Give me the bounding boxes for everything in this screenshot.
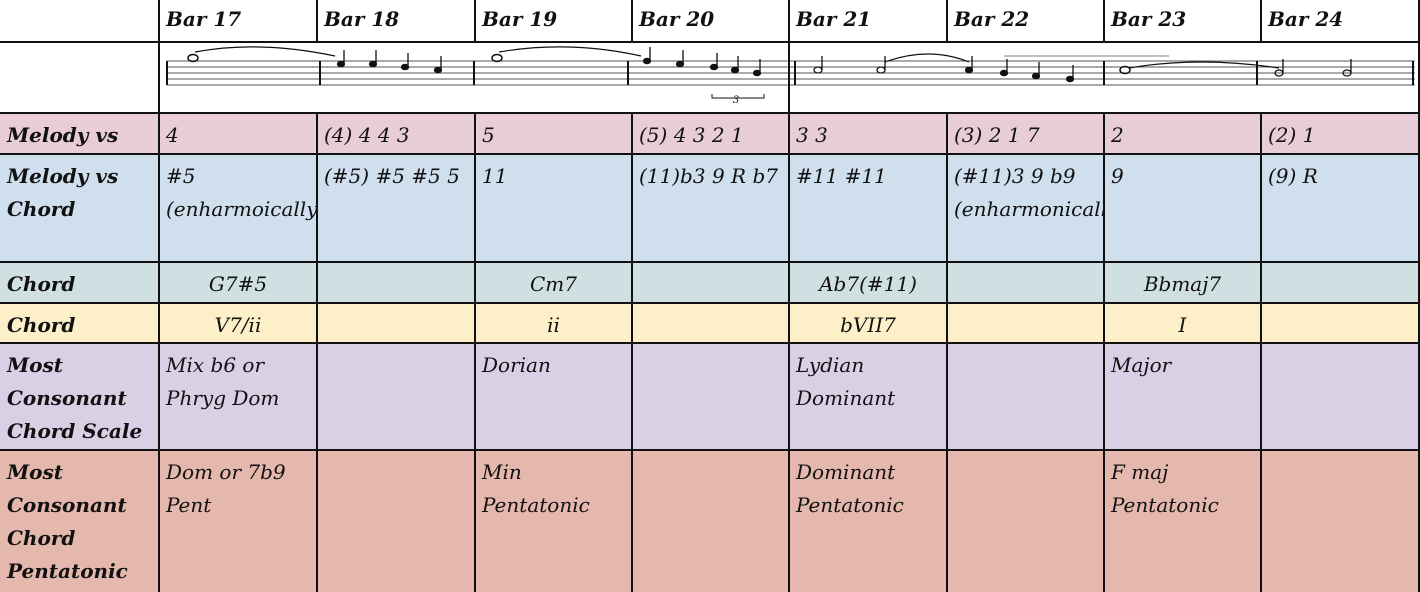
chord-function-cell: V7/ii (159, 303, 317, 343)
grid-line (631, 113, 633, 592)
row-label-chord: Chord (0, 262, 159, 303)
grid-line (946, 113, 948, 592)
chord-cell: G7#5 (159, 262, 317, 303)
melody-vs-chord-cell: 11 (475, 154, 632, 262)
triplet-mark: 3 (733, 95, 739, 106)
chord-cell: Ab7(#11) (789, 262, 947, 303)
bar-18-header: Bar 18 (324, 7, 400, 31)
melody-vs-key-cell: 3 3 (789, 113, 947, 154)
chord-function-cell: ii (475, 303, 632, 343)
melody-vs-key-cell: (2) 1 (1261, 113, 1420, 154)
melody-vs-chord-cell: (#5) #5 #5 5 (317, 154, 475, 262)
chord-pentatonic-cell (1261, 450, 1420, 592)
chord-cell (317, 262, 475, 303)
chord-scale-cell: Major (1104, 343, 1261, 450)
chord-cell: Cm7 (475, 262, 632, 303)
grid-line (0, 342, 1420, 344)
chord-function-cell: bVII7 (789, 303, 947, 343)
grid-line (0, 449, 1420, 451)
row-label-chord-pentatonic: Most Consonant Chord Pentatonic (0, 450, 159, 592)
bar-24-header: Bar 24 (1268, 7, 1344, 31)
chord-pentatonic-cell: Dom or 7b9 Pent (159, 450, 317, 592)
row-label-chord-function: Chord Function (0, 303, 159, 343)
grid-line (1260, 0, 1262, 42)
grid-line (0, 302, 1420, 304)
grid-line (631, 0, 633, 42)
chord-cell: Bbmaj7 (1104, 262, 1261, 303)
grid-line (316, 113, 318, 592)
chord-scale-cell (947, 343, 1104, 450)
melody-vs-key-cell: 4 (159, 113, 317, 154)
grid-line (1418, 0, 1420, 592)
grid-line (0, 153, 1420, 155)
melody-vs-chord-cell: 9 (1104, 154, 1261, 262)
melody-vs-chord-cell: #11 #11 (789, 154, 947, 262)
melody-vs-key-cell: (4) 4 4 3 (317, 113, 475, 154)
chord-cell (632, 262, 789, 303)
chord-pentatonic-cell: Min Pentatonic (475, 450, 632, 592)
row-label-chord-scale: Most Consonant Chord Scale (0, 343, 159, 450)
melody-vs-chord-cell: #5 (enharmoically) (159, 154, 317, 262)
chord-pentatonic-cell (317, 450, 475, 592)
chord-scale-cell: Dorian (475, 343, 632, 450)
chord-pentatonic-cell (632, 450, 789, 592)
grid-line (474, 113, 476, 592)
bar-17-header: Bar 17 (166, 7, 242, 31)
grid-line (0, 112, 1420, 114)
melody-vs-chord-cell: (11)b3 9 R b7 (632, 154, 789, 262)
chord-function-cell (947, 303, 1104, 343)
grid-line (0, 41, 1420, 43)
grid-line (788, 0, 790, 592)
grid-line (946, 0, 948, 42)
chord-scale-cell: Lydian Dominant (789, 343, 947, 450)
bar-19-header: Bar 19 (482, 7, 558, 31)
grid-line (158, 0, 160, 592)
chord-function-cell (317, 303, 475, 343)
chord-scale-cell: Mix b6 or Phryg Dom (159, 343, 317, 450)
header-empty-cell (0, 0, 159, 42)
row-label-melody-vs-chord: Melody vs Chord (0, 154, 159, 262)
melody-vs-key-cell: (5) 4 3 2 1 (632, 113, 789, 154)
bar-21-header: Bar 21 (796, 7, 872, 31)
chord-function-cell (1261, 303, 1420, 343)
chord-function-cell: I (1104, 303, 1261, 343)
chord-scale-cell (317, 343, 475, 450)
melody-vs-key-cell: 5 (475, 113, 632, 154)
chord-pentatonic-cell (947, 450, 1104, 592)
chord-cell (947, 262, 1104, 303)
bar-23-header: Bar 23 (1111, 7, 1187, 31)
bar-20-header: Bar 20 (639, 7, 715, 31)
grid-line (474, 0, 476, 42)
grid-line (0, 261, 1420, 263)
melody-vs-key-cell: 2 (1104, 113, 1261, 154)
melody-vs-chord-cell: (9) R (1261, 154, 1420, 262)
grid-line (1103, 0, 1105, 42)
melody-vs-chord-cell: (#11)3 9 b9 (enharmonically) (947, 154, 1104, 262)
chord-function-cell (632, 303, 789, 343)
row-label-melody-vs-key: Melody vs Key (0, 113, 159, 154)
grid-line (1260, 113, 1262, 592)
grid-line (316, 0, 318, 42)
grid-line (1103, 113, 1105, 592)
bar-22-header: Bar 22 (954, 7, 1030, 31)
chord-pentatonic-cell: F maj Pentatonic (1104, 450, 1261, 592)
chord-pentatonic-cell: Dominant Pentatonic (789, 450, 947, 592)
melody-vs-key-cell: (3) 2 1 7 (947, 113, 1104, 154)
chord-scale-cell (1261, 343, 1420, 450)
chord-cell (1261, 262, 1420, 303)
chord-scale-cell (632, 343, 789, 450)
